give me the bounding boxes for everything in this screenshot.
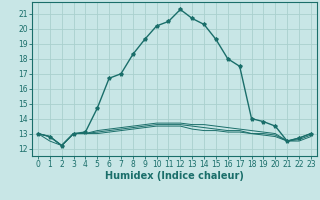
- X-axis label: Humidex (Indice chaleur): Humidex (Indice chaleur): [105, 171, 244, 181]
